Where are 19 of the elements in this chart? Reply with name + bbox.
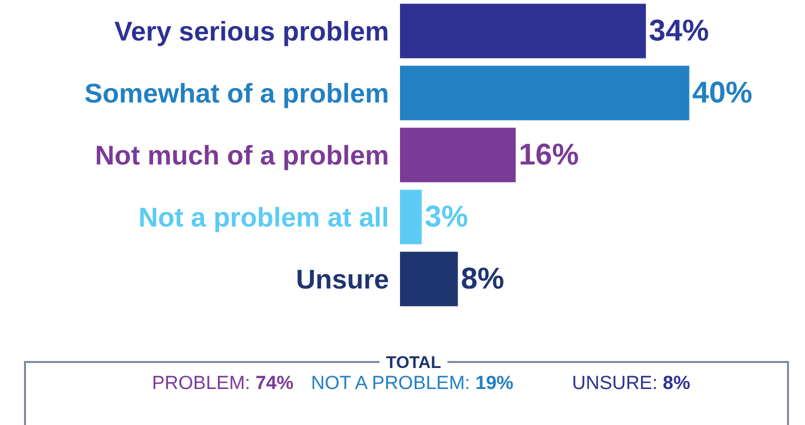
y-tick-label: Very serious problem xyxy=(114,16,389,46)
data-label: 8% xyxy=(460,262,504,296)
text: UNSURE: 8% xyxy=(572,373,690,394)
bar xyxy=(400,4,646,58)
text: TOTAL xyxy=(386,353,442,372)
y-tick-label: Unsure xyxy=(296,264,389,294)
data-label: 3% xyxy=(424,200,468,234)
text: NOT A PROBLEM: 19% xyxy=(311,373,514,394)
data-label: 16% xyxy=(518,138,579,172)
bar xyxy=(400,190,422,244)
data-label: 40% xyxy=(692,76,752,110)
bar xyxy=(400,128,516,182)
y-tick-label: Not a problem at all xyxy=(138,202,389,232)
text: PROBLEM: 74% xyxy=(152,373,294,394)
bar xyxy=(400,252,458,306)
y-tick-label: Somewhat of a problem xyxy=(84,78,389,108)
bar xyxy=(400,66,690,120)
data-label: 34% xyxy=(648,14,709,48)
y-tick-label: Not much of a problem xyxy=(94,140,389,170)
